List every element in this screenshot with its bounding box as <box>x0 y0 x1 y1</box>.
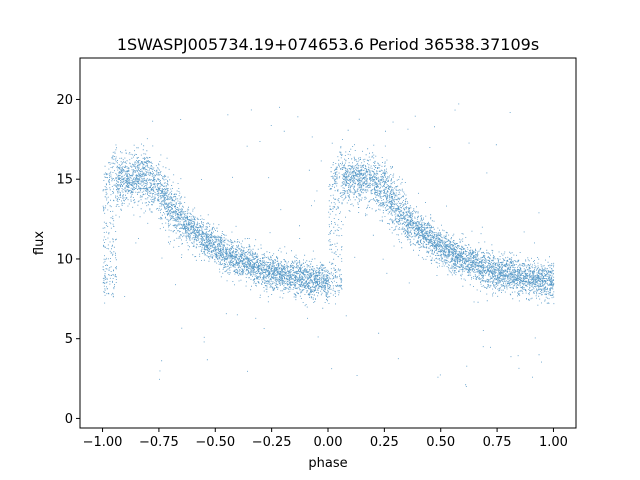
x-tick-label: 0.25 <box>370 435 399 450</box>
x-axis: −1.00 −0.75 −0.50 −0.25 0.00 0.25 0.50 0.75 1.00 <box>83 428 568 450</box>
y-tick-label: 0 <box>65 412 73 427</box>
y-axis: 0 5 10 15 20 <box>56 93 80 427</box>
x-tick-label: 1.00 <box>539 435 568 450</box>
x-axis-label: phase <box>308 456 347 471</box>
x-tick-label: −0.25 <box>252 435 292 450</box>
x-tick-label: 0.75 <box>483 435 512 450</box>
x-tick-label: 0.50 <box>426 435 455 450</box>
x-tick-label: −0.75 <box>139 435 179 450</box>
chart-title: 1SWASPJ005734.19+074653.6 Period 36538.3… <box>117 35 539 54</box>
data-points <box>102 103 555 387</box>
y-tick-label: 20 <box>56 93 73 108</box>
y-tick-label: 5 <box>65 332 73 347</box>
y-axis-label: flux <box>32 231 47 255</box>
x-tick-label: −0.50 <box>195 435 235 450</box>
flux-points <box>102 103 555 387</box>
y-tick-label: 10 <box>56 252 73 267</box>
x-tick-label: 0.00 <box>314 435 343 450</box>
y-tick-label: 15 <box>56 173 73 188</box>
x-tick-label: −1.00 <box>83 435 123 450</box>
plot-frame <box>79 57 577 429</box>
